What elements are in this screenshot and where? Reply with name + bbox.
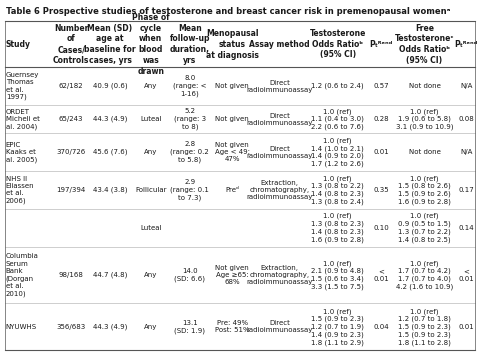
Text: Menopausal
status
at diagnosis: Menopausal status at diagnosis — [206, 29, 259, 59]
Text: NHS II
Eliassen
et al.
2006): NHS II Eliassen et al. 2006) — [6, 176, 35, 204]
Text: 65/243: 65/243 — [59, 116, 84, 122]
Text: Luteal: Luteal — [140, 225, 162, 231]
Text: 44.3 (4.9): 44.3 (4.9) — [93, 116, 127, 122]
Text: 0.01: 0.01 — [373, 149, 389, 155]
Text: 45.6 (7.6): 45.6 (7.6) — [93, 149, 127, 155]
Text: 197/394: 197/394 — [57, 187, 86, 193]
Text: NYUWHS: NYUWHS — [6, 324, 37, 330]
Text: Any: Any — [144, 83, 157, 89]
Text: 2.9
(range: 0.1
to 7.3): 2.9 (range: 0.1 to 7.3) — [170, 179, 209, 201]
Text: 0.01: 0.01 — [458, 324, 474, 330]
Text: 370/726: 370/726 — [57, 149, 86, 155]
Text: 1.0 (ref)
1.4 (1.0 to 2.1)
1.4 (0.9 to 2.0)
1.7 (1.2 to 2.6): 1.0 (ref) 1.4 (1.0 to 2.1) 1.4 (0.9 to 2… — [312, 137, 364, 167]
Text: Not done: Not done — [408, 83, 441, 89]
Text: Testosterone
Odds Ratioᵇ
(95% CI): Testosterone Odds Ratioᵇ (95% CI) — [310, 29, 366, 59]
Text: Number
of
Cases/
Controls: Number of Cases/ Controls — [53, 24, 89, 65]
Text: Not done: Not done — [408, 149, 441, 155]
Text: Mean
follow-up
duration,
yrs: Mean follow-up duration, yrs — [169, 24, 210, 65]
Text: 1.0 (ref)
1.7 (0.7 to 4.2)
1.7 (0.7 to 4.0)
4.2 (1.6 to 10.9): 1.0 (ref) 1.7 (0.7 to 4.2) 1.7 (0.7 to 4… — [396, 260, 453, 290]
Text: 14.0
(SD: 6.6): 14.0 (SD: 6.6) — [174, 268, 205, 282]
Text: Pre: 49%
Post: 51%: Pre: 49% Post: 51% — [215, 320, 250, 333]
Text: 1.0 (ref)
0.9 (0.5 to 1.5)
1.3 (0.7 to 2.2)
1.4 (0.8 to 2.5): 1.0 (ref) 0.9 (0.5 to 1.5) 1.3 (0.7 to 2… — [398, 213, 451, 242]
Text: 8.0
(range: <
1-16): 8.0 (range: < 1-16) — [173, 75, 206, 97]
Text: 1.0 (ref)
1.1 (0.4 to 3.0)
2.2 (0.6 to 7.6): 1.0 (ref) 1.1 (0.4 to 3.0) 2.2 (0.6 to 7… — [312, 108, 364, 130]
Text: 13.1
(SD: 1.9): 13.1 (SD: 1.9) — [174, 320, 205, 334]
Text: <
0.01: < 0.01 — [458, 268, 474, 281]
Text: 0.10: 0.10 — [373, 225, 389, 231]
Text: Direct
radioimmunoassay: Direct radioimmunoassay — [247, 145, 313, 159]
Text: Pₜᴿᵉⁿᵈ: Pₜᴿᵉⁿᵈ — [455, 40, 478, 49]
Text: 1.2 (0.6 to 2.4): 1.2 (0.6 to 2.4) — [312, 83, 364, 90]
Text: Phase of
cycle
when
blood
was
drawn: Phase of cycle when blood was drawn — [132, 13, 169, 76]
Text: Luteal: Luteal — [140, 116, 162, 122]
Text: 1.0 (ref)
1.3 (0.8 to 2.2)
1.4 (0.8 to 2.3)
1.3 (0.8 to 2.4): 1.0 (ref) 1.3 (0.8 to 2.2) 1.4 (0.8 to 2… — [312, 175, 364, 205]
Text: 0.08: 0.08 — [458, 116, 474, 122]
Text: Any: Any — [144, 272, 157, 278]
Text: 356/683: 356/683 — [57, 324, 86, 330]
Text: Mean (SD)
age at
baseline for
cases, yrs: Mean (SD) age at baseline for cases, yrs — [84, 24, 136, 65]
Text: Not given
Age < 49:
47%: Not given Age < 49: 47% — [215, 142, 250, 162]
Text: Table 6 Prospective studies of testosterone and breast cancer risk in premenopau: Table 6 Prospective studies of testoster… — [6, 7, 450, 16]
Text: 1.0 (ref)
1.9 (0.6 to 5.8)
3.1 (0.9 to 10.9): 1.0 (ref) 1.9 (0.6 to 5.8) 3.1 (0.9 to 1… — [396, 108, 453, 130]
Text: 0.04: 0.04 — [373, 324, 389, 330]
Text: 0.57: 0.57 — [373, 83, 389, 89]
Text: 40.9 (0.6): 40.9 (0.6) — [93, 83, 127, 90]
Text: Study: Study — [6, 40, 31, 49]
Text: Extraction,
chromatography,
radioimmunoassay: Extraction, chromatography, radioimmunoa… — [247, 180, 313, 200]
Text: Assay method: Assay method — [250, 40, 310, 49]
Text: Not given: Not given — [216, 83, 249, 89]
Text: Any: Any — [144, 324, 157, 330]
Text: 62/182: 62/182 — [59, 83, 84, 89]
Text: Extraction,
chromatography,
radioimmunoassay: Extraction, chromatography, radioimmunoa… — [247, 265, 313, 285]
Text: Preᵈ: Preᵈ — [225, 187, 239, 193]
Text: 98/168: 98/168 — [59, 272, 84, 278]
Text: 2.8
(range: 0.2
to 5.8): 2.8 (range: 0.2 to 5.8) — [170, 142, 209, 163]
Text: N/A: N/A — [460, 149, 472, 155]
Text: Direct
radioimmunoassay: Direct radioimmunoassay — [247, 113, 313, 126]
Text: Free
Testosteroneᶜ
Odds Ratioᵇ
(95% CI): Free Testosteroneᶜ Odds Ratioᵇ (95% CI) — [395, 24, 454, 65]
Text: N/A: N/A — [460, 83, 472, 89]
Text: 1.0 (ref)
1.3 (0.8 to 2.3)
1.4 (0.8 to 2.3)
1.6 (0.9 to 2.8): 1.0 (ref) 1.3 (0.8 to 2.3) 1.4 (0.8 to 2… — [312, 213, 364, 242]
Text: Columbia
Serum
Bank
(Dorgan
et al.
2010): Columbia Serum Bank (Dorgan et al. 2010) — [6, 253, 38, 297]
Text: Direct
radioimmunoassay: Direct radioimmunoassay — [247, 80, 313, 93]
Text: 1.0 (ref)
1.2 (0.7 to 1.8)
1.5 (0.9 to 2.3)
1.5 (0.9 to 2.3)
1.8 (1.1 to 2.8): 1.0 (ref) 1.2 (0.7 to 1.8) 1.5 (0.9 to 2… — [398, 308, 451, 346]
Text: Any: Any — [144, 149, 157, 155]
Text: <
0.01: < 0.01 — [373, 268, 389, 281]
Text: 44.7 (4.8): 44.7 (4.8) — [93, 272, 127, 278]
Text: 44.3 (4.9): 44.3 (4.9) — [93, 324, 127, 330]
Text: 0.35: 0.35 — [373, 187, 389, 193]
Text: Not given
Age ≥65:
68%: Not given Age ≥65: 68% — [216, 265, 249, 285]
Text: 0.17: 0.17 — [458, 187, 474, 193]
Text: EPIC
Kaaks et
al. 2005): EPIC Kaaks et al. 2005) — [6, 142, 37, 163]
Text: Guernsey
Thomas
et al.
1997): Guernsey Thomas et al. 1997) — [6, 72, 39, 100]
Text: 1.0 (ref)
1.5 (0.9 to 2.3)
1.2 (0.7 to 1.9)
1.4 (0.9 to 2.3)
1.8 (1.1 to 2.9): 1.0 (ref) 1.5 (0.9 to 2.3) 1.2 (0.7 to 1… — [312, 308, 364, 346]
Text: Pₜᴿᵉⁿᵈ: Pₜᴿᵉⁿᵈ — [370, 40, 393, 49]
Text: 1.0 (ref)
2.1 (0.9 to 4.8)
1.5 (0.6 to 3.4)
3.3 (1.5 to 7.5): 1.0 (ref) 2.1 (0.9 to 4.8) 1.5 (0.6 to 3… — [312, 260, 364, 290]
Text: 43.4 (3.8): 43.4 (3.8) — [93, 187, 127, 193]
Text: 1.0 (ref)
1.5 (0.8 to 2.6)
1.5 (0.9 to 2.6)
1.6 (0.9 to 2.8): 1.0 (ref) 1.5 (0.8 to 2.6) 1.5 (0.9 to 2… — [398, 175, 451, 205]
Text: Not given: Not given — [216, 116, 249, 122]
Text: Follicular: Follicular — [135, 187, 167, 193]
Text: Direct
radioimmunoassay: Direct radioimmunoassay — [247, 320, 313, 333]
Text: 0.14: 0.14 — [458, 225, 474, 231]
Text: 0.28: 0.28 — [373, 116, 389, 122]
Text: 5.2
(range: 3
to 8): 5.2 (range: 3 to 8) — [174, 108, 206, 130]
Text: ORDET
Micheli et
al. 2004): ORDET Micheli et al. 2004) — [6, 109, 40, 130]
